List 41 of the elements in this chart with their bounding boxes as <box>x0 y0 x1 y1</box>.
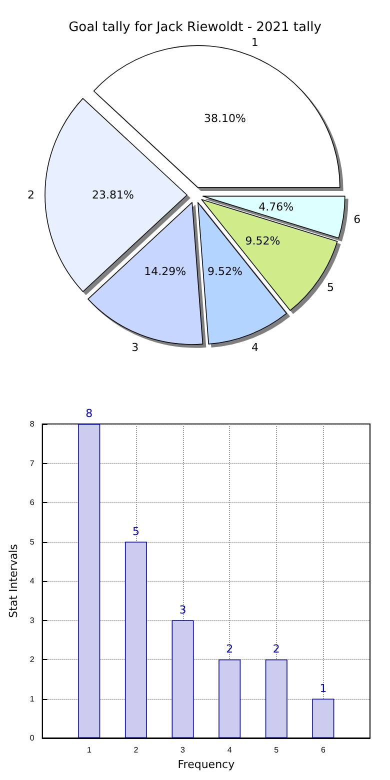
data-label: 9.52% <box>208 264 242 278</box>
data-label: 2 <box>226 642 234 656</box>
data-label: 1 <box>320 682 327 695</box>
data-label: 14.29% <box>144 264 186 278</box>
slice-label: 4 <box>251 341 258 354</box>
chart-title: Goal tally for Jack Riewoldt - 2021 tally <box>68 20 322 35</box>
x-tick-label: 5 <box>274 746 280 754</box>
slice-label: 1 <box>251 36 258 49</box>
y-tick-label: 8 <box>30 420 35 428</box>
x-tick-label: 2 <box>134 746 139 754</box>
bar <box>172 620 194 738</box>
x-axis-title: Frequency <box>178 758 236 771</box>
x-tick-label: 6 <box>320 746 326 754</box>
bar <box>78 424 100 738</box>
bar <box>312 698 334 738</box>
x-tick-label: 4 <box>227 746 232 754</box>
data-label: 3 <box>179 603 186 616</box>
data-label: 2 <box>272 642 280 656</box>
bar <box>218 660 241 738</box>
y-tick-label: 6 <box>30 498 35 507</box>
y-tick-label: 3 <box>30 616 35 625</box>
data-label: 8 <box>86 407 93 420</box>
y-tick-label: 7 <box>30 458 35 468</box>
data-label: 4.76% <box>258 200 294 214</box>
y-tick-label: 2 <box>30 655 35 664</box>
bar <box>124 542 147 738</box>
slice-label: 3 <box>132 341 139 354</box>
bar <box>265 660 288 738</box>
x-tick-label: 3 <box>180 746 186 754</box>
y-tick-label: 1 <box>30 694 35 704</box>
data-label: 9.52% <box>245 234 280 248</box>
x-tick-label: 1 <box>86 746 92 754</box>
y-tick-label: 5 <box>30 537 35 546</box>
data-label: 23.81% <box>92 188 134 202</box>
slice-label: 6 <box>354 212 361 226</box>
slice-label: 5 <box>327 280 334 294</box>
data-label: 38.10% <box>204 112 246 126</box>
data-label: 5 <box>132 524 140 538</box>
y-tick-label: 0 <box>30 734 35 742</box>
y-tick-label: 4 <box>30 576 35 586</box>
y-axis-title: Stat Intervals <box>7 544 20 618</box>
